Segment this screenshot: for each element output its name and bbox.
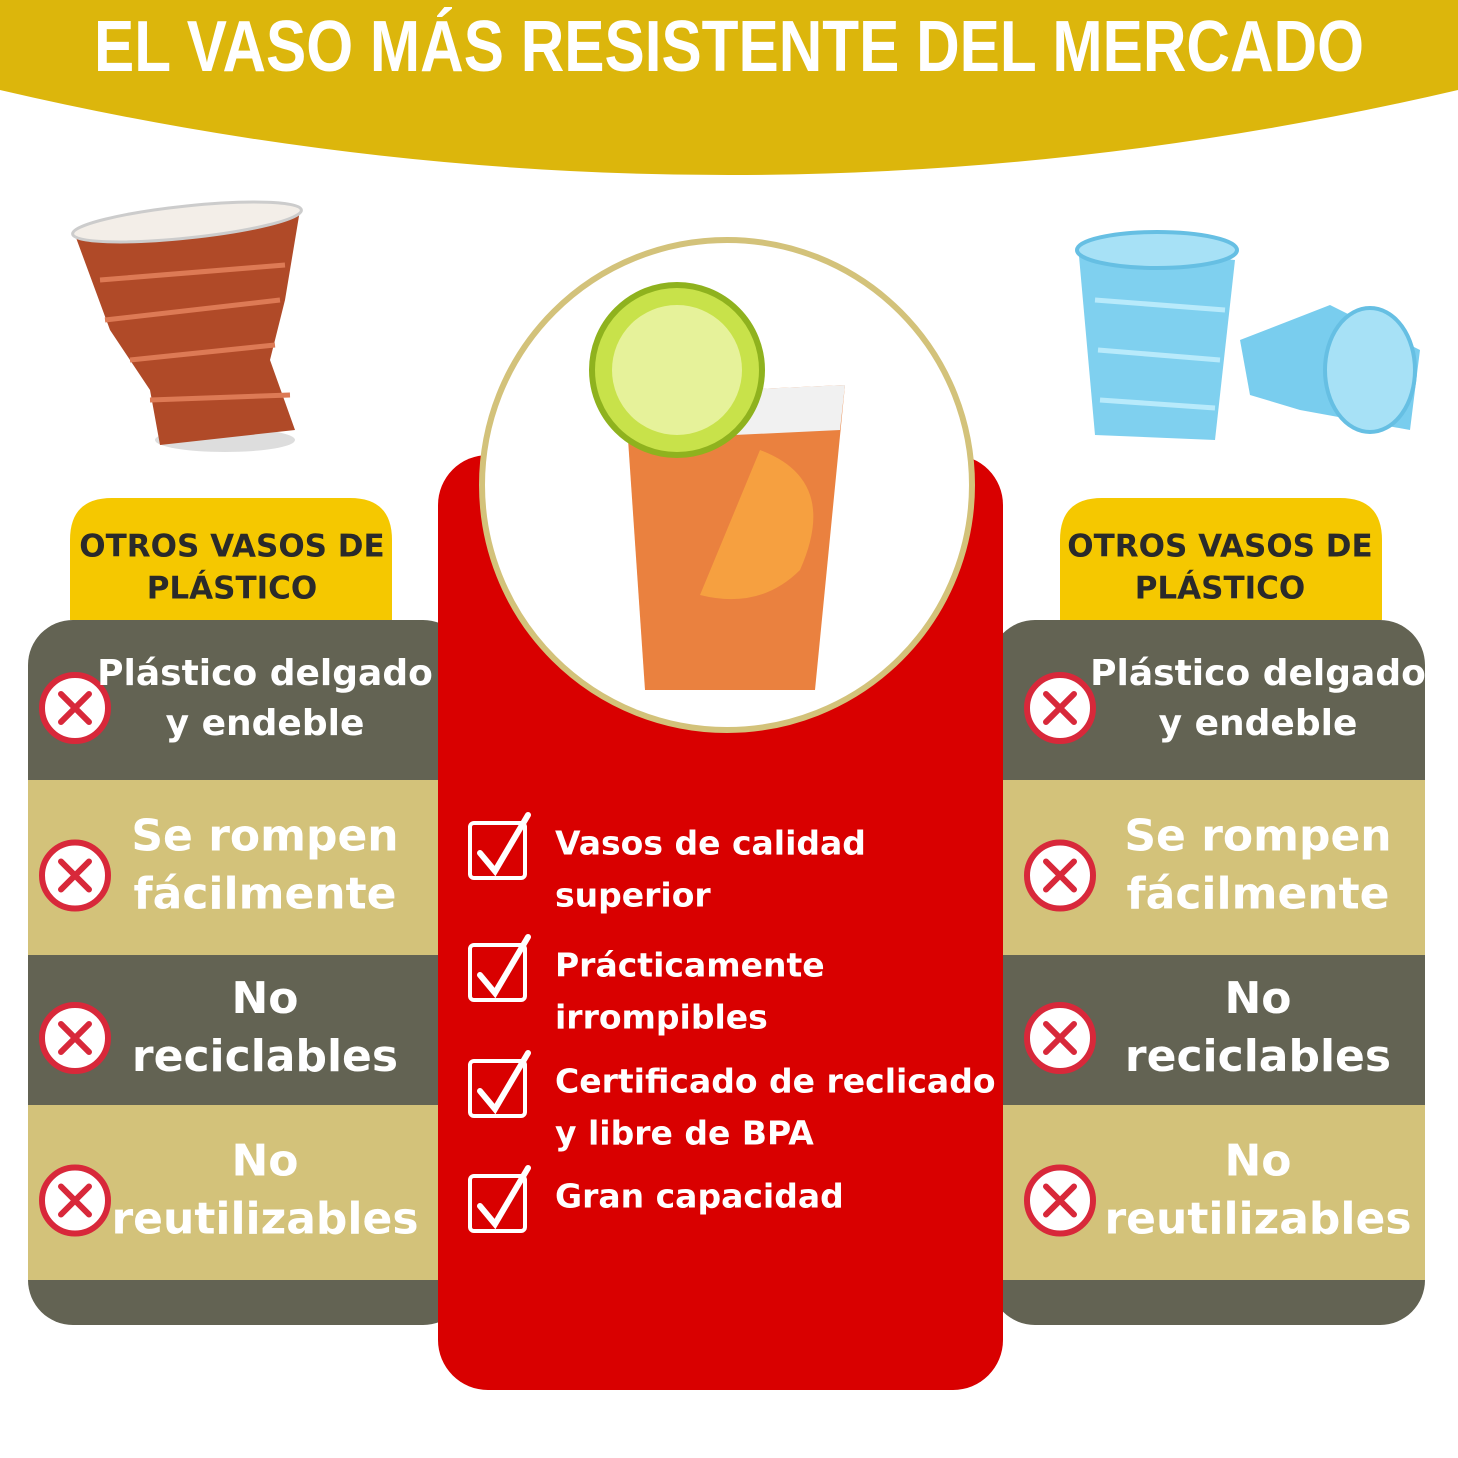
item-label: No <box>1224 973 1291 1024</box>
x-icon-mark <box>1043 691 1077 725</box>
item-label: reutilizables <box>1104 1194 1411 1245</box>
x-icon-mark <box>58 1021 92 1055</box>
header-label: OTROS VASOS DE <box>79 529 384 565</box>
check-mark <box>477 934 531 999</box>
benefit-label: Prácticamente <box>555 946 825 985</box>
benefit-label: y libre de BPA <box>555 1114 814 1153</box>
benefit-label: irrompibles <box>555 998 768 1037</box>
check-box <box>468 821 527 880</box>
check-box <box>468 943 527 1002</box>
x-icon-mark <box>1043 1183 1077 1218</box>
check-box <box>468 1059 527 1118</box>
benefit-label: Gran capacidad <box>555 1177 844 1216</box>
item-label: No <box>1224 1136 1291 1187</box>
item-label: reciclables <box>1125 1031 1391 1082</box>
x-icon-mark <box>58 858 92 893</box>
check-mark <box>477 1165 531 1230</box>
check-mark <box>477 812 531 877</box>
item-label: Se rompen <box>1124 811 1391 862</box>
item-label: y endeble <box>166 703 365 744</box>
header-label: PLÁSTICO <box>1135 571 1306 607</box>
benefit-label: superior <box>555 876 711 915</box>
item-label: y endeble <box>1159 703 1358 744</box>
item-label: reutilizables <box>111 1194 418 1245</box>
drink-cup <box>589 282 845 690</box>
header-label: PLÁSTICO <box>147 571 318 607</box>
left-header-tab <box>70 498 392 620</box>
x-icon-mark <box>58 1183 92 1218</box>
title: EL VASO MÁS RESISTENTE DEL MERCADO <box>94 7 1364 87</box>
x-icon-mark <box>1043 1021 1077 1055</box>
crushed-cup-brown <box>71 200 303 452</box>
item-label: Plástico delgado <box>97 653 433 694</box>
item-label: Plástico delgado <box>1090 653 1426 694</box>
benefit-label: Vasos de calidad <box>555 824 866 863</box>
benefit-label: Certificado de reclicado <box>555 1062 996 1101</box>
item-label: No <box>231 973 298 1024</box>
item-label: Se rompen <box>131 811 398 862</box>
check-mark <box>477 1050 531 1115</box>
item-label: reciclables <box>132 1031 398 1082</box>
title-band <box>0 0 1458 175</box>
right-header-tab <box>1060 498 1382 620</box>
check-box <box>468 1174 527 1233</box>
item-label: fácilmente <box>1127 869 1390 920</box>
x-icon-mark <box>1043 858 1077 893</box>
item-label: No <box>231 1136 298 1187</box>
crushed-cups-blue <box>1075 230 1420 440</box>
header-label: OTROS VASOS DE <box>1067 529 1372 565</box>
x-icon-mark <box>58 691 92 725</box>
item-label: fácilmente <box>134 869 397 920</box>
